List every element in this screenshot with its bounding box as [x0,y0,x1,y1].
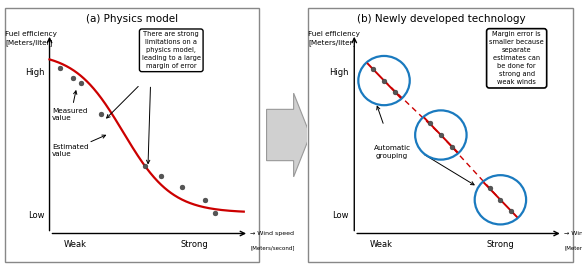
Text: Estimated
value: Estimated value [52,144,88,157]
Text: → Wind speed: → Wind speed [250,231,294,236]
Text: [Meters/second]: [Meters/second] [250,245,294,250]
Text: (a) Physics model: (a) Physics model [86,15,179,25]
Text: There are strong
limitations on a
physics model,
leading to a large
margin of er: There are strong limitations on a physic… [142,31,201,69]
Text: Fuel efficiency
[Meters/liter]: Fuel efficiency [Meters/liter] [308,31,360,46]
Text: [Meters/second]: [Meters/second] [564,245,582,250]
Text: (b) Newly developed technology: (b) Newly developed technology [357,15,525,25]
Text: Strong: Strong [180,240,208,249]
Text: Fuel efficiency
[Meters/liter]: Fuel efficiency [Meters/liter] [5,31,58,46]
FancyArrow shape [267,93,310,177]
Text: High: High [25,68,44,77]
Text: Low: Low [28,211,44,220]
Text: Automatic
grouping: Automatic grouping [374,145,411,159]
FancyBboxPatch shape [308,8,573,262]
FancyBboxPatch shape [5,8,260,262]
Text: → Wind speed: → Wind speed [564,231,582,236]
Text: Weak: Weak [64,240,87,249]
Text: Strong: Strong [487,240,514,249]
Text: Margin error is
smaller because
separate
estimates can
be done for
strong and
we: Margin error is smaller because separate… [489,31,544,85]
Text: Low: Low [332,211,349,220]
Text: High: High [329,68,349,77]
Text: Weak: Weak [370,240,393,249]
Text: Measured
value: Measured value [52,107,88,121]
